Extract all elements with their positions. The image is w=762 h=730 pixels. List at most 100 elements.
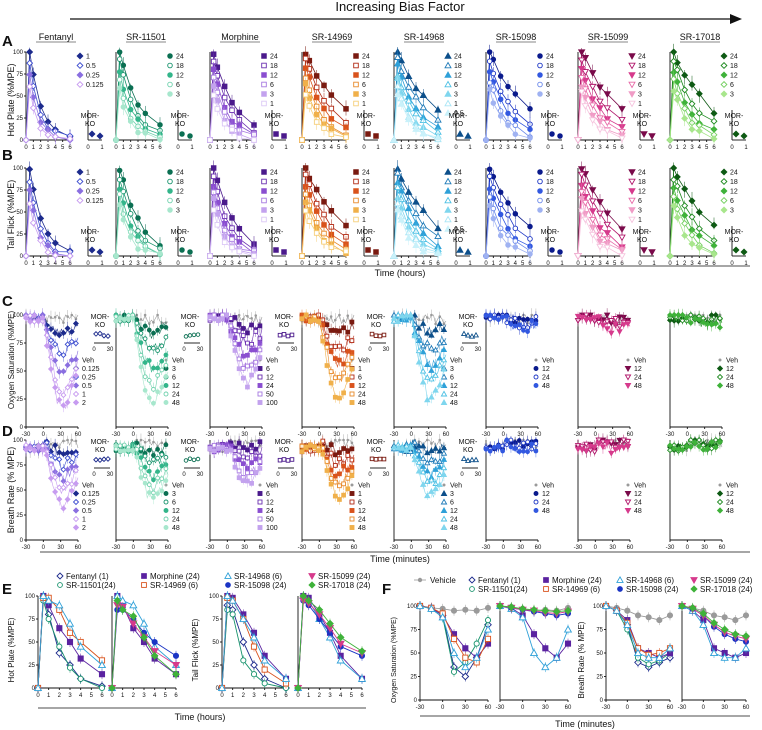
panel-d-morphine-point bbox=[245, 478, 250, 484]
panel-e-tail-flick-b-x-tick-label: 3 bbox=[328, 693, 332, 699]
panel-d-sr-11501-point bbox=[138, 446, 144, 452]
panel-d-sr-14969-point bbox=[337, 471, 342, 477]
panel-d-sr-15098-point bbox=[525, 449, 530, 455]
panel-b-sr-15098-legend-marker bbox=[537, 188, 543, 194]
panel-a-sr-15098-point bbox=[527, 106, 533, 112]
panel-a-sr-11501-x-tick-label: 3 bbox=[136, 145, 140, 151]
panel-c-fentanyl-point bbox=[53, 315, 57, 319]
panel-e-y-title-tail-flick: Tail Flick (%MPE) bbox=[191, 618, 200, 681]
panel-b-sr-11501-ko-tick: 0 bbox=[176, 261, 180, 267]
panel-a-fentanyl-point bbox=[26, 48, 34, 56]
panel-d-sr-14969-point bbox=[332, 463, 338, 468]
panel-a-sr-14968-x-tick-label: 5 bbox=[429, 145, 433, 151]
panel-d-sr-15098-point bbox=[521, 440, 526, 446]
panel-c-morphine-point bbox=[254, 314, 258, 317]
panel-b-sr-15099-ko-point bbox=[648, 249, 656, 256]
panel-c-morphine-point bbox=[257, 323, 263, 329]
panel-c-fentanyl-point bbox=[56, 368, 63, 375]
panel-a-sr-14969-point bbox=[302, 55, 309, 62]
panel-c-sr-14969-point bbox=[337, 374, 342, 380]
panel-e-hot-plate-b-x-tick-label: 3 bbox=[142, 693, 146, 699]
panel-b-morphine-x-tick-label: 3 bbox=[230, 261, 234, 267]
panel-d-morphine-point bbox=[228, 447, 234, 453]
panel-b-sr-14969-ko-label: MOR- bbox=[357, 229, 376, 236]
panel-c-sr-14968-point bbox=[424, 374, 431, 380]
panel-b-sr-15099-legend-marker bbox=[628, 207, 636, 214]
panel-c-sr-17018-point bbox=[704, 321, 711, 328]
panel-b-sr-17018-x-tick-label: 1 bbox=[676, 261, 680, 267]
panel-d-fentanyl-point bbox=[72, 467, 79, 474]
panel-c-fentanyl-x-tick-label: -30 bbox=[22, 432, 31, 438]
panel-d-sr-14968-ko-point bbox=[468, 456, 476, 463]
panel-d-fentanyl-legend-marker bbox=[72, 490, 80, 497]
panel-c-sr-11501-point bbox=[138, 330, 144, 336]
panel-c-sr-14969-point bbox=[299, 316, 305, 322]
panel-c-sr-14969-point bbox=[345, 329, 351, 335]
panel-e-hot-plate-b-x-tick-label: 6 bbox=[174, 693, 178, 699]
panel-b-sr-17018-ko-label: KO bbox=[729, 237, 740, 244]
panel-d-sr-11501-point bbox=[146, 447, 152, 453]
panel-a-sr-17018-ko-tick: 0 bbox=[730, 145, 734, 151]
panel-e-hot-plate-a-y-tick-label: 100 bbox=[25, 594, 36, 600]
panel-c-sr-14968-point bbox=[403, 311, 410, 318]
panel-b-sr-15098-legend-marker bbox=[537, 197, 543, 204]
panel-b-morphine-legend-label: 12 bbox=[270, 189, 278, 196]
panel-d-fentanyl-ko-tick: 30 bbox=[107, 472, 114, 478]
panel-c-sr-14968-point bbox=[432, 362, 439, 368]
panel-c-sr-14969-point bbox=[328, 380, 334, 386]
panel-b-sr-15098-x-tick-label: 1 bbox=[492, 261, 496, 267]
panel-c-morphine-x-tick-label: 60 bbox=[259, 432, 266, 438]
panel-b-sr-11501-x-tick-label: 2 bbox=[129, 261, 133, 267]
panel-e-tail-flick-a-y-tick-label: 75 bbox=[212, 617, 219, 623]
panel-b-sr-15099-legend-label: 1 bbox=[638, 217, 642, 224]
panel-a-fentanyl-point bbox=[51, 133, 59, 141]
panel-c-sr-14968-point bbox=[440, 339, 448, 346]
panel-d-morphine-legend-marker bbox=[258, 483, 262, 487]
panel-b-sr-15099-legend-label: 6 bbox=[638, 198, 642, 205]
panel-c-sr-14968-point bbox=[424, 329, 431, 336]
panel-d-sr-14969-point bbox=[341, 446, 346, 451]
panel-a-fentanyl-y-tick-label: 75 bbox=[16, 72, 23, 78]
panel-b-fentanyl-ko-tick: 1 bbox=[100, 261, 104, 267]
panel-b-sr-17018-point bbox=[670, 164, 678, 172]
panel-c-sr-11501-legend-label: 24 bbox=[172, 392, 180, 399]
panel-e-hot-plate-b-point bbox=[118, 605, 127, 614]
panel-d-sr-14969-legend-label: Veh bbox=[358, 483, 370, 490]
panel-e-tail-flick-b-x-tick-label: 5 bbox=[350, 693, 354, 699]
panel-e-tail-flick-a-point bbox=[261, 666, 268, 673]
panel-b-morphine-legend-marker bbox=[261, 188, 267, 194]
panel-c-morphine-point bbox=[232, 348, 238, 353]
panel-c-sr-15098-point bbox=[496, 317, 501, 322]
panel-d-fentanyl-point bbox=[47, 461, 54, 468]
panel-b-sr-14969-point bbox=[302, 207, 309, 214]
panel-b-sr-14968-ko-label: KO bbox=[453, 237, 464, 244]
panel-a-sr-17018-legend-label: 12 bbox=[730, 73, 738, 80]
panel-d-fentanyl-point bbox=[60, 466, 67, 473]
panel-d-sr-17018-point bbox=[687, 443, 694, 450]
panel-d-sr-14968-point bbox=[415, 459, 423, 465]
panel-d-sr-14969-point bbox=[332, 473, 338, 479]
panel-c-sr-15098-point bbox=[525, 316, 530, 322]
panel-c-sr-11501-point bbox=[117, 316, 123, 321]
panel-d-sr-14968-point bbox=[390, 443, 398, 450]
panel-e-hot-plate-b-x-tick-label: 0 bbox=[110, 693, 114, 699]
panel-c-fentanyl-point bbox=[52, 330, 59, 337]
panel-a-sr-14968-legend-label: 6 bbox=[454, 82, 458, 89]
panel-c-sr-14968-point bbox=[432, 372, 439, 378]
panel-a-sr-17018-legend-marker bbox=[720, 52, 728, 60]
panel-d-morphine-legend-label: 6 bbox=[266, 491, 270, 498]
panel-a-sr-15098-legend-label: 24 bbox=[546, 54, 554, 61]
panel-a-sr-11501-x-tick-label: 0 bbox=[114, 145, 118, 151]
panel-d-morphine-ko-tick: 0 bbox=[276, 472, 280, 478]
panel-b-morphine-legend-marker bbox=[261, 216, 267, 223]
panel-b-sr-14969-legend-label: 12 bbox=[362, 189, 370, 196]
panel-b-sr-14969-point bbox=[313, 230, 320, 236]
panel-b-sr-17018-legend-marker bbox=[720, 206, 728, 214]
panel-a-sr-17018-legend-marker bbox=[720, 80, 728, 89]
panel-c-fentanyl-point bbox=[43, 342, 50, 349]
panel-b-sr-15098-point bbox=[483, 253, 489, 259]
